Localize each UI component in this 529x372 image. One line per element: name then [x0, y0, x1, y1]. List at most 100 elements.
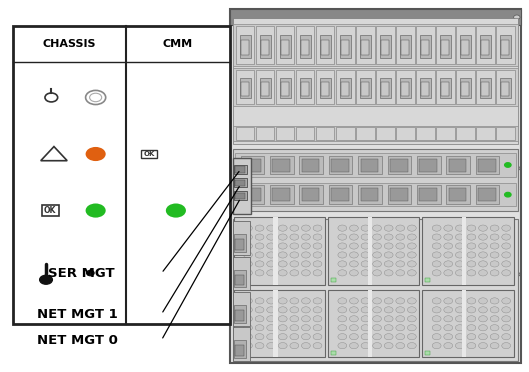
Circle shape	[444, 298, 453, 304]
Circle shape	[243, 325, 252, 331]
Circle shape	[313, 334, 322, 340]
Circle shape	[444, 316, 453, 322]
Bar	[421, 82, 430, 96]
Bar	[321, 82, 329, 96]
Bar	[478, 188, 496, 201]
Circle shape	[267, 261, 276, 267]
Circle shape	[455, 234, 464, 240]
Circle shape	[432, 225, 441, 231]
Circle shape	[407, 234, 416, 240]
Circle shape	[243, 243, 252, 249]
Circle shape	[444, 270, 453, 276]
Bar	[476, 70, 495, 104]
Circle shape	[243, 343, 252, 349]
Bar	[256, 26, 275, 64]
Bar	[381, 82, 389, 96]
Circle shape	[479, 307, 487, 313]
Bar	[356, 26, 375, 64]
Bar	[272, 188, 290, 201]
Circle shape	[313, 343, 322, 349]
Bar	[331, 188, 349, 201]
Bar	[236, 70, 254, 104]
Circle shape	[502, 316, 510, 322]
Circle shape	[407, 334, 416, 340]
Bar	[496, 127, 515, 140]
Circle shape	[505, 192, 511, 197]
Bar	[235, 183, 516, 206]
Bar	[417, 155, 441, 174]
Circle shape	[490, 325, 499, 331]
Circle shape	[407, 270, 416, 276]
Bar	[316, 26, 334, 64]
Circle shape	[290, 334, 299, 340]
Circle shape	[407, 298, 416, 304]
Circle shape	[396, 270, 405, 276]
Circle shape	[338, 243, 346, 249]
Circle shape	[338, 225, 346, 231]
Bar	[261, 82, 269, 96]
Circle shape	[313, 298, 322, 304]
Bar	[234, 305, 246, 323]
Circle shape	[384, 316, 393, 322]
Circle shape	[361, 270, 370, 276]
Circle shape	[432, 343, 441, 349]
Bar	[280, 35, 291, 58]
Circle shape	[467, 270, 476, 276]
Circle shape	[432, 316, 441, 322]
Circle shape	[479, 270, 487, 276]
Bar	[496, 70, 515, 104]
Bar	[500, 35, 511, 58]
Bar	[301, 40, 309, 55]
Circle shape	[502, 325, 510, 331]
Circle shape	[467, 316, 476, 322]
Circle shape	[432, 325, 441, 331]
Bar	[476, 127, 495, 140]
Bar	[416, 127, 435, 140]
Bar	[461, 40, 469, 55]
Bar	[340, 78, 351, 99]
Circle shape	[444, 234, 453, 240]
Bar	[361, 188, 378, 201]
Bar	[329, 155, 352, 174]
Circle shape	[267, 270, 276, 276]
Circle shape	[490, 270, 499, 276]
Circle shape	[384, 243, 393, 249]
Bar	[419, 158, 437, 171]
Circle shape	[467, 225, 476, 231]
Bar	[273, 217, 278, 285]
Bar	[456, 70, 475, 104]
Bar	[480, 78, 491, 99]
Circle shape	[243, 225, 252, 231]
Circle shape	[290, 307, 299, 313]
Bar	[316, 70, 334, 104]
Circle shape	[255, 325, 264, 331]
Circle shape	[372, 261, 381, 267]
Circle shape	[278, 243, 287, 249]
Circle shape	[444, 252, 453, 258]
Circle shape	[455, 225, 464, 231]
Circle shape	[479, 234, 487, 240]
Bar	[243, 158, 261, 171]
Circle shape	[267, 252, 276, 258]
Bar	[356, 127, 375, 140]
Circle shape	[313, 307, 322, 313]
Circle shape	[255, 298, 264, 304]
Circle shape	[467, 334, 476, 340]
Bar	[388, 155, 411, 174]
Circle shape	[502, 234, 510, 240]
Circle shape	[338, 325, 346, 331]
Circle shape	[255, 234, 264, 240]
Bar	[329, 185, 352, 204]
Circle shape	[479, 225, 487, 231]
Bar	[235, 193, 245, 199]
Bar	[281, 82, 289, 96]
Circle shape	[490, 243, 499, 249]
Circle shape	[455, 243, 464, 249]
Circle shape	[255, 252, 264, 258]
Circle shape	[490, 234, 499, 240]
Circle shape	[361, 252, 370, 258]
Bar	[400, 78, 411, 99]
Circle shape	[490, 261, 499, 267]
Bar	[328, 217, 419, 285]
Circle shape	[407, 325, 416, 331]
